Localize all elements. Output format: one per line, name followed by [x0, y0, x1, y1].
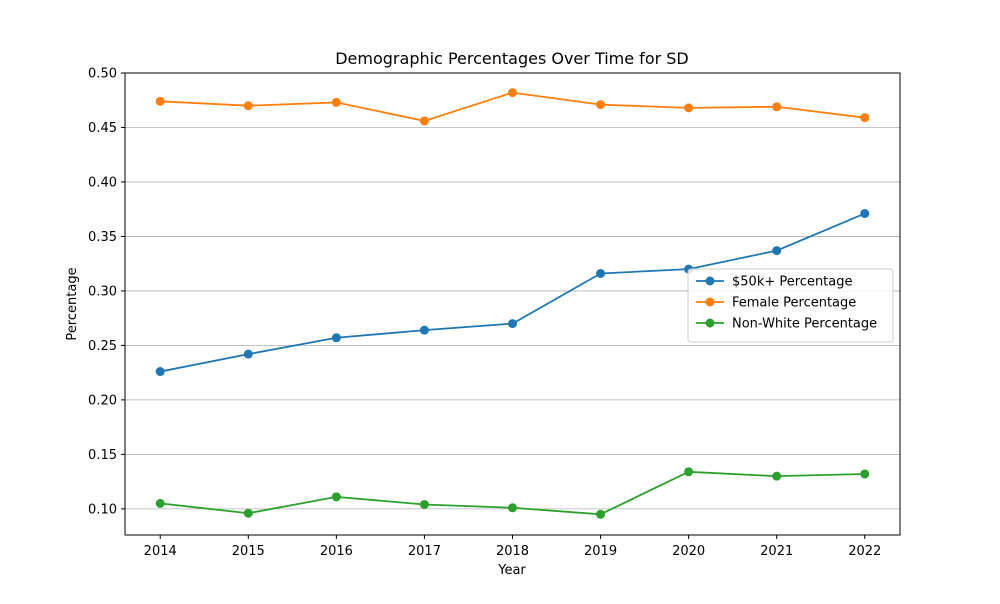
- data-point: [419, 325, 429, 335]
- legend: $50k+ Percentage Female Percentage Non-Whi…: [687, 268, 894, 343]
- data-point: [243, 101, 253, 111]
- legend-box: [687, 268, 894, 343]
- data-point: [331, 492, 341, 502]
- data-point: [419, 116, 429, 126]
- y-tick-label: 0.10: [88, 502, 117, 517]
- data-point: [860, 469, 870, 479]
- legend-label: Female Percentage: [732, 296, 856, 311]
- data-point: [596, 509, 606, 519]
- data-point: [331, 97, 341, 107]
- x-tick-label: 2021: [760, 544, 793, 559]
- data-point: [508, 319, 517, 329]
- data-point: [684, 103, 694, 113]
- x-tick-label: 2022: [848, 544, 881, 559]
- x-axis-label: Year: [497, 563, 526, 578]
- y-tick-label: 0.25: [88, 339, 117, 354]
- y-tick-label: 0.30: [88, 284, 117, 299]
- y-axis-ticks: 0.10 0.15 0.20 0.25 0.30 0.35 0.40 0.45 0.50: [88, 67, 125, 517]
- y-tick-label: 0.40: [88, 175, 117, 190]
- y-tick-label: 0.20: [88, 393, 117, 408]
- data-point: [596, 100, 606, 110]
- x-tick-label: 2020: [672, 544, 705, 559]
- legend-item: $50k+ Percentage: [696, 275, 853, 290]
- legend-marker: [705, 318, 715, 328]
- legend-item: Female Percentage: [696, 296, 856, 311]
- y-tick-label: 0.15: [88, 448, 117, 463]
- y-tick-label: 0.50: [88, 67, 117, 82]
- x-tick-label: 2019: [584, 544, 617, 559]
- data-point: [772, 246, 782, 256]
- x-tick-label: 2014: [144, 544, 177, 559]
- data-point: [772, 102, 782, 112]
- y-tick-label: 0.35: [88, 230, 117, 245]
- chart-title: Demographic Percentages Over Time for SD: [335, 49, 689, 68]
- data-point: [243, 349, 253, 359]
- data-point: [243, 508, 253, 518]
- y-axis-label: Percentage: [65, 267, 80, 340]
- data-point: [155, 498, 165, 508]
- x-axis-ticks: 2014 2015 2016 2017 2018 2019 2020 2021 2022: [144, 535, 881, 559]
- legend-marker: [705, 297, 715, 307]
- data-point: [596, 268, 606, 278]
- series-group: [155, 467, 870, 519]
- x-tick-label: 2017: [408, 544, 441, 559]
- data-point: [331, 333, 341, 343]
- legend-item: Non-White Percentage: [696, 317, 877, 332]
- data-point: [155, 96, 165, 106]
- legend-label: $50k+ Percentage: [732, 275, 853, 290]
- data-point: [772, 471, 782, 481]
- data-point: [155, 367, 165, 377]
- series-lines: [155, 88, 870, 519]
- series-group: [155, 88, 870, 126]
- y-tick-label: 0.45: [88, 121, 117, 136]
- x-tick-label: 2015: [232, 544, 265, 559]
- data-point: [419, 499, 429, 509]
- legend-label: Non-White Percentage: [732, 317, 877, 332]
- legend-marker: [705, 276, 715, 286]
- data-point: [508, 503, 517, 513]
- x-tick-label: 2018: [496, 544, 529, 559]
- data-point: [508, 88, 517, 98]
- data-point: [860, 209, 870, 219]
- data-point: [860, 113, 870, 123]
- x-tick-label: 2016: [320, 544, 353, 559]
- data-point: [684, 467, 694, 477]
